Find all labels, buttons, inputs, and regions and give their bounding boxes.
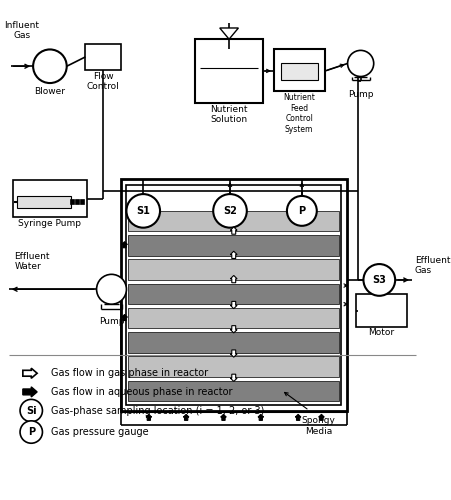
Text: Gas flow in gas phase in reactor: Gas flow in gas phase in reactor — [51, 368, 207, 378]
Bar — [128, 260, 338, 280]
Bar — [128, 380, 338, 401]
Polygon shape — [230, 276, 237, 282]
Text: Effluent
Gas: Effluent Gas — [414, 256, 449, 276]
Circle shape — [213, 194, 246, 228]
Bar — [195, 39, 262, 102]
Bar — [17, 196, 71, 208]
Text: Si: Si — [26, 406, 37, 415]
Text: Spongy
Media: Spongy Media — [301, 416, 335, 436]
Text: Blower: Blower — [34, 87, 65, 96]
Bar — [85, 44, 120, 70]
Polygon shape — [146, 414, 151, 420]
Bar — [13, 180, 87, 218]
Polygon shape — [258, 414, 263, 420]
Polygon shape — [23, 368, 37, 378]
Bar — [128, 356, 338, 377]
Bar — [128, 284, 338, 304]
Polygon shape — [230, 302, 237, 308]
Circle shape — [20, 400, 42, 422]
Text: S1: S1 — [136, 206, 150, 216]
Polygon shape — [219, 28, 238, 39]
Circle shape — [347, 50, 373, 76]
Bar — [128, 235, 338, 256]
Polygon shape — [183, 414, 189, 420]
Text: Syringe Pump: Syringe Pump — [18, 220, 81, 228]
Text: Pump: Pump — [98, 318, 124, 326]
Bar — [355, 294, 406, 326]
Polygon shape — [121, 242, 127, 248]
Text: P: P — [298, 206, 305, 216]
Polygon shape — [230, 374, 237, 382]
Polygon shape — [121, 314, 127, 320]
Bar — [79, 199, 83, 204]
Bar — [273, 50, 324, 92]
Polygon shape — [23, 387, 37, 397]
Polygon shape — [220, 414, 226, 420]
Circle shape — [363, 264, 394, 296]
Text: Nutrient
Feed
Control
System: Nutrient Feed Control System — [282, 94, 314, 134]
Bar — [281, 64, 317, 80]
Circle shape — [33, 50, 67, 83]
Polygon shape — [230, 227, 237, 234]
Text: Gas flow in aqueous phase in reactor: Gas flow in aqueous phase in reactor — [51, 387, 232, 397]
Text: S2: S2 — [223, 206, 236, 216]
Bar — [70, 199, 74, 204]
Polygon shape — [230, 326, 237, 333]
Text: S3: S3 — [372, 275, 386, 285]
Bar — [128, 332, 338, 352]
Text: Gas pressure gauge: Gas pressure gauge — [51, 427, 148, 437]
Text: Gas-phase sampling location (i = 1, 2, or 3): Gas-phase sampling location (i = 1, 2, o… — [51, 406, 264, 415]
Circle shape — [286, 196, 316, 226]
Polygon shape — [230, 251, 237, 258]
Polygon shape — [318, 414, 323, 420]
Bar — [128, 308, 338, 328]
Text: Influent
Gas: Influent Gas — [5, 20, 39, 40]
Text: Effluent
Water: Effluent Water — [14, 252, 50, 272]
Text: Motor: Motor — [367, 328, 393, 338]
Bar — [128, 211, 338, 232]
Text: P: P — [28, 427, 35, 437]
Bar — [120, 179, 346, 410]
Polygon shape — [230, 350, 237, 357]
Text: Nutrient
Solution: Nutrient Solution — [210, 104, 247, 124]
Text: Flow
Control: Flow Control — [87, 72, 119, 91]
Bar — [75, 199, 78, 204]
Circle shape — [126, 194, 160, 228]
Circle shape — [97, 274, 126, 304]
Polygon shape — [295, 414, 300, 420]
Circle shape — [20, 421, 42, 443]
Text: Pump: Pump — [347, 90, 373, 98]
Bar — [126, 185, 341, 405]
